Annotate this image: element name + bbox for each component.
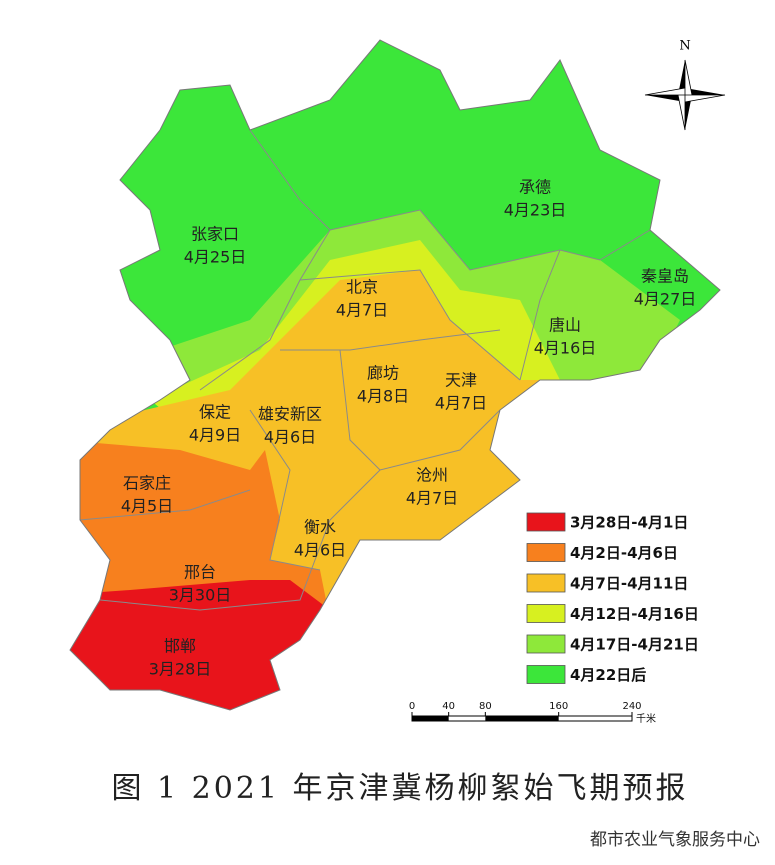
scale-unit: 千米 [636, 712, 656, 725]
city-name: 天津 [445, 371, 477, 390]
legend-swatch [526, 665, 566, 684]
city-date: 4月16日 [534, 339, 597, 358]
city-date: 4月9日 [189, 426, 241, 445]
city-name: 秦皇岛 [641, 267, 689, 286]
legend-label: 4月7日-4月11日 [570, 575, 688, 593]
scale-segment [485, 716, 559, 721]
city-name: 廊坊 [367, 364, 399, 383]
legend-label: 4月17日-4月21日 [570, 636, 699, 654]
scale-label: 80 [479, 701, 492, 712]
city-date: 4月6日 [264, 428, 316, 447]
legend-box [518, 507, 718, 691]
legend-swatch [526, 543, 566, 562]
city-name: 承德 [519, 178, 551, 197]
caption: 图 1 2021 年京津冀杨柳絮始飞期预报 [111, 771, 688, 806]
source: 都市农业气象服务中心 [590, 830, 760, 850]
scale-label: 40 [442, 701, 455, 712]
city-name: 石家庄 [123, 474, 171, 493]
north-label: N [679, 39, 690, 54]
scale-segment [412, 716, 449, 721]
city-date: 4月6日 [294, 541, 346, 560]
region-outline [69, 39, 721, 711]
legend-label: 4月2日-4月6日 [570, 544, 678, 562]
city-date: 4月7日 [336, 301, 388, 320]
scale-label: 240 [622, 701, 641, 712]
legend-swatch [526, 512, 566, 532]
city-date: 4月23日 [504, 201, 567, 220]
city-date: 4月25日 [184, 248, 247, 267]
city-name: 沧州 [416, 466, 448, 485]
city-date: 3月28日 [149, 660, 212, 679]
legend-label: 4月12日-4月16日 [570, 605, 699, 623]
legend-swatch [526, 573, 566, 593]
city-name: 张家口 [191, 225, 239, 244]
legend-swatch [526, 604, 566, 623]
city-name: 唐山 [549, 316, 581, 335]
legend-label: 4月22日后 [570, 666, 646, 684]
city-name: 邯郸 [164, 637, 196, 656]
city-date: 4月7日 [406, 489, 458, 508]
scale-label: 160 [549, 701, 568, 712]
city-name: 衡水 [304, 518, 336, 537]
scale-label: 0 [409, 701, 415, 712]
city-name: 北京 [346, 278, 378, 297]
legend-swatch [526, 634, 566, 654]
city-date: 4月8日 [357, 387, 409, 406]
city-name: 邢台 [184, 563, 216, 582]
city-date: 4月27日 [634, 290, 697, 309]
city-date: 3月30日 [169, 586, 232, 605]
city-date: 4月7日 [435, 394, 487, 413]
city-name: 雄安新区 [258, 405, 322, 424]
legend-label: 3月28日-4月1日 [570, 514, 688, 532]
city-date: 4月5日 [121, 497, 173, 516]
compass [644, 59, 726, 131]
city-name: 保定 [199, 403, 231, 422]
